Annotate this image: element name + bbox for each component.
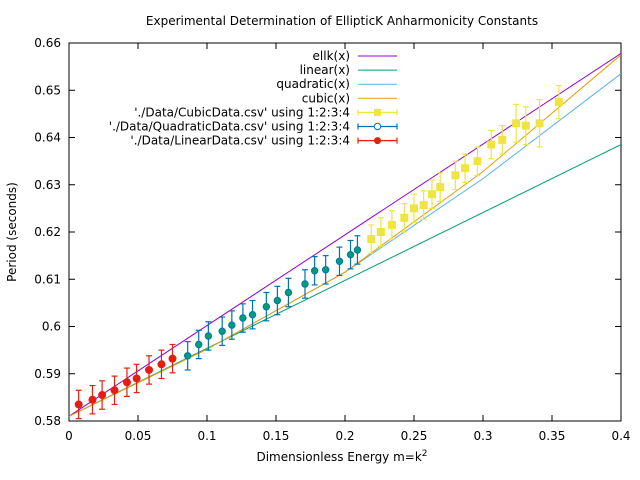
data-point: [387, 220, 396, 229]
data-point: [498, 135, 507, 144]
data-point: [521, 121, 530, 130]
data-point: [410, 204, 418, 213]
data-point: [376, 228, 385, 236]
series-0: [367, 84, 563, 254]
data-point: [157, 360, 166, 369]
data-point: [122, 378, 131, 387]
x-tick-label: 0.1: [197, 429, 216, 443]
data-point: [367, 235, 376, 244]
data-point: [335, 257, 344, 265]
data-point: [535, 119, 544, 128]
y-tick-label: 0.63: [34, 178, 61, 192]
data-point: [110, 386, 119, 395]
x-tick-label: 0.3: [473, 429, 492, 443]
x-tick-label: 0.35: [539, 429, 566, 443]
data-point: [461, 164, 470, 173]
data-point: [262, 302, 271, 311]
legend-label: cubic(x): [302, 91, 350, 105]
data-point: [284, 288, 293, 297]
x-tick-label: 0.2: [335, 429, 354, 443]
legend-label: './Data/QuadraticData.csv' using 1:2:3:4: [109, 120, 350, 134]
legend-label: quadratic(x): [276, 77, 350, 91]
data-point: [218, 327, 226, 335]
data-point: [88, 395, 97, 404]
data-point: [195, 340, 203, 349]
y-tick-label: 0.65: [34, 83, 61, 97]
data-point: [183, 352, 192, 360]
data-point: [228, 321, 236, 329]
data-point: [419, 201, 428, 210]
legend-label: linear(x): [300, 63, 350, 77]
data-point: [451, 171, 460, 180]
data-point: [436, 183, 445, 192]
legend-swatch-marker: [374, 137, 381, 145]
data-point: [427, 190, 436, 199]
data-point: [346, 250, 355, 259]
y-axis-label: Period (seconds): [5, 182, 19, 282]
y-tick-label: 0.58: [34, 414, 61, 428]
data-point: [74, 400, 83, 409]
x-tick-label: 0.25: [401, 429, 428, 443]
data-point: [248, 310, 257, 319]
x-tick-label: 0.05: [125, 429, 152, 443]
x-axis-label: Dimensionless Energy m=k2: [256, 449, 427, 464]
x-tick-label: 0: [65, 429, 73, 443]
series-1: [183, 235, 362, 371]
y-tick-label: 0.61: [34, 272, 61, 286]
data-point: [273, 296, 282, 305]
legend: ellk(x)linear(x)quadratic(x)cubic(x)'./D…: [109, 49, 398, 148]
x-axis-label-base: Dimensionless Energy m=k: [256, 450, 421, 464]
y-tick-label: 0.59: [34, 367, 61, 381]
y-tick-label: 0.6: [42, 320, 61, 334]
data-point: [239, 314, 247, 322]
x-tick-label: 0.15: [263, 429, 290, 443]
data-point: [168, 354, 177, 363]
legend-label: './Data/LinearData.csv' using 1:2:3:4: [130, 134, 350, 148]
x-tick-label: 0.4: [611, 429, 630, 443]
legend-label: ellk(x): [313, 49, 350, 63]
legend-label: './Data/CubicData.csv' using 1:2:3:4: [134, 105, 350, 119]
series-2: [74, 343, 177, 420]
data-point: [512, 119, 521, 128]
data-point: [204, 332, 213, 340]
data-point: [400, 213, 409, 222]
y-tick-label: 0.62: [34, 225, 61, 239]
x-axis-label-superscript: 2: [422, 449, 428, 459]
data-point: [554, 98, 563, 107]
data-point: [321, 266, 330, 274]
data-point: [487, 140, 496, 149]
y-tick-label: 0.64: [34, 131, 61, 145]
data-point: [353, 246, 362, 254]
data-point: [301, 280, 309, 288]
data-point: [145, 365, 154, 374]
legend-swatch-marker: [374, 108, 381, 116]
y-tick-label: 0.66: [34, 36, 61, 50]
plot-area: 0 0.05 0.1 0.15 0.2 0.25 0.3 0.35 0.4 0.58 0.59 0.6…: [34, 36, 630, 443]
legend-swatch-marker: [373, 122, 382, 131]
data-point: [132, 374, 141, 383]
chart-title: Experimental Determination of EllipticK …: [146, 14, 538, 28]
data-point: [98, 391, 107, 400]
data-point: [473, 157, 482, 166]
data-point: [310, 267, 319, 275]
